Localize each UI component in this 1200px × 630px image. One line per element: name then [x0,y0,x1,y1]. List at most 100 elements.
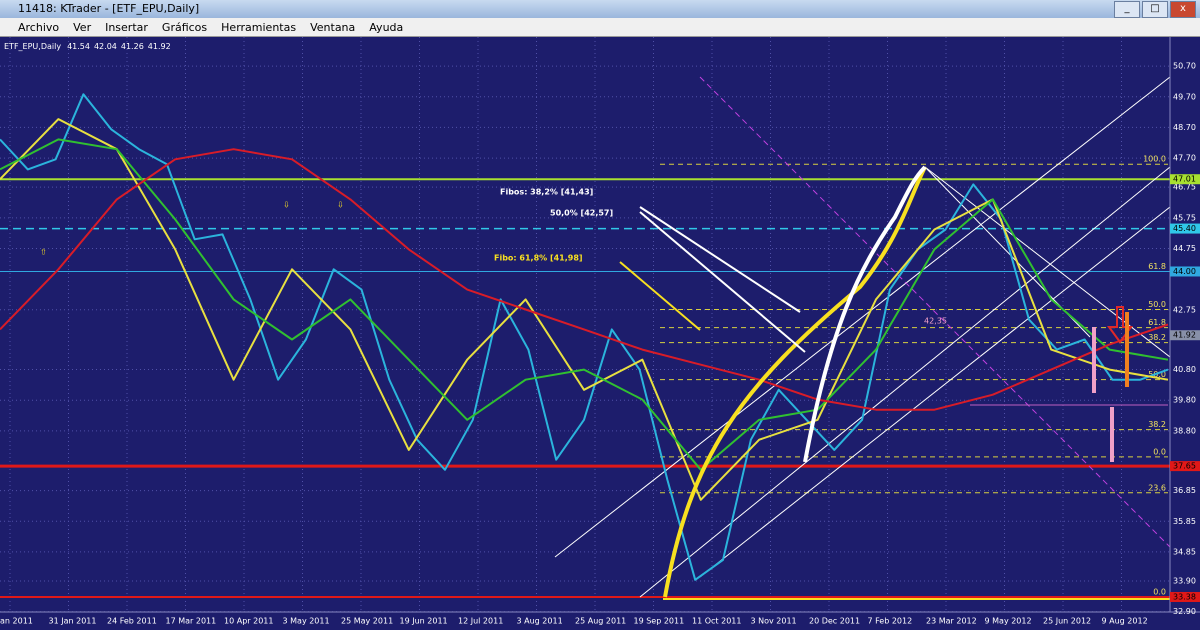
minimize[interactable]: _ [1114,1,1140,18]
arrow [639,211,806,353]
y-tick-label: 44.75 [1173,244,1196,253]
marker-arrow: ⇧ [40,248,47,257]
channel-line [554,76,1171,558]
y-tick-label: 42.75 [1173,305,1196,314]
y-tick-label: 33.90 [1173,577,1196,586]
x-tick-label: 25 Aug 2011 [575,617,626,626]
fib-label: 38.2 [1148,333,1166,342]
menu-item[interactable]: Ventana [310,21,356,34]
x-tick-label: 3 Aug 2011 [517,617,563,626]
moving-average [0,138,1169,471]
annotation: Fibo: 61,8% [41,98] [494,254,583,263]
title-bar: 11418: KTrader - [ETF_EPU,Daily] _ □ x [0,0,1200,18]
moving-average [0,148,1169,411]
y-tick-label: 49.70 [1173,92,1196,101]
y-tick-label: 36.85 [1173,486,1196,495]
fib-label: 61.8 [1148,318,1166,327]
fib-label: 23.6 [1148,483,1166,492]
fib-label: 50.0 [1148,300,1166,309]
series [0,93,1169,581]
y-tick-label: 50.70 [1173,62,1196,71]
price-axis [1170,37,1200,612]
price-tag-label: 41.92 [1173,331,1196,340]
yellow-curve [663,166,927,598]
close: 41.92 [148,42,171,51]
x-tick-label: 7 Feb 2012 [868,617,913,626]
maximize[interactable]: □ [1142,1,1168,18]
x-tick-label: 25 May 2011 [341,617,393,626]
price-tag-label: 45.40 [1173,224,1196,233]
price-tag [1170,591,1200,602]
axis-labels: 50.70 49.70 48.70 47.70 46.75 45.75 44.75 42.75… [0,62,1200,626]
y-tick-label: 46.75 [1173,183,1196,192]
price-line [0,93,1169,581]
menu-item[interactable]: Ver [73,21,92,34]
price-tag [1170,223,1200,234]
y-tick-label: 40.80 [1173,365,1196,374]
arrow [619,261,701,331]
menu-item[interactable]: Insertar [105,21,148,34]
x-tick-label: 9 Aug 2012 [1102,617,1148,626]
y-tick-label: 34.85 [1173,547,1196,556]
fib-label: 0.0 [1153,447,1166,456]
chart-bg [0,37,1200,630]
x-tick-label: 10 Apr 2011 [224,617,273,626]
annotation: 42,35 [924,317,947,326]
price-tag-label: 44.00 [1173,267,1196,276]
fib-label: 100.0 [1143,155,1166,164]
menu-item[interactable]: Gráficos [161,21,208,34]
menu-item[interactable]: Archivo [18,21,60,34]
x-tick-label: 24 Feb 2011 [107,617,157,626]
y-tick-label: 39.80 [1173,396,1196,405]
channel-line [639,166,1171,598]
x-tick-label: 17 Mar 2011 [166,617,217,626]
fib-label: 38.2 [1148,420,1166,429]
price-tag-label: 33.38 [1173,592,1196,601]
x-tick-label: 25 Jun 2012 [1043,617,1091,626]
menu-bar: Archivo Ver Insertar Gráficos Herramientas Ve… [0,18,1200,37]
high: 42.04 [94,42,117,51]
x-tick-label: 3 Nov 2011 [751,617,797,626]
annotation: 50,0% [42,57] [550,209,613,218]
marker-arrow: ⇩ [283,201,290,210]
x-tick-label: 5 Jan 2011 [0,617,33,626]
y-tick-label: 32.90 [1173,607,1196,616]
x-tick-label: 19 Jun 2011 [400,617,448,626]
x-tick-label: 12 Jul 2011 [458,617,503,626]
window-buttons: _ □ x [1114,1,1196,18]
channel-line [924,166,1171,358]
y-tick-label: 48.70 [1173,123,1196,132]
fib-label: 50.0 [1148,370,1166,379]
menu-item[interactable]: Ayuda [369,21,404,34]
arrow [639,206,801,313]
chart: 100.061.850.038.261.850.038.20.023.60.0 … [0,37,1200,630]
y-tick-label: 38.80 [1173,426,1196,435]
levels [0,178,1170,598]
moving-average [0,118,1169,501]
price-tag [1170,266,1200,277]
annotation-arrows [639,206,806,353]
marker-arrow: ⇩ [337,201,344,210]
x-tick-label: 20 Dec 2011 [809,617,860,626]
diagonal [699,76,1171,548]
price-tag-label: 37.65 [1173,462,1196,471]
x-tick-label: 23 Mar 2012 [926,617,977,626]
fib-label: 61.8 [1148,262,1166,271]
window-title: 11418: KTrader - [ETF_EPU,Daily] [18,2,200,15]
chart-header: ETF_EPU,Daily 41.54 42.04 41.26 41.92 [4,42,171,51]
price-tag [1170,461,1200,472]
y-tick-label: 47.70 [1173,154,1196,163]
white-curve [803,165,927,463]
menu-item[interactable]: Herramientas [221,21,297,34]
price-tag-label: 47.01 [1173,175,1196,184]
x-tick-label: 19 Sep 2011 [634,617,685,626]
channels [554,76,1171,598]
channel-line [699,206,1171,578]
annotation: Fibos: 38,2% [41,43] [500,188,593,197]
close[interactable]: x [1170,1,1196,18]
y-tick-label: 35.85 [1173,517,1196,526]
x-tick-label: 11 Oct 2011 [692,617,741,626]
symbol: ETF_EPU,Daily [4,42,61,51]
x-tick-label: 9 May 2012 [985,617,1032,626]
